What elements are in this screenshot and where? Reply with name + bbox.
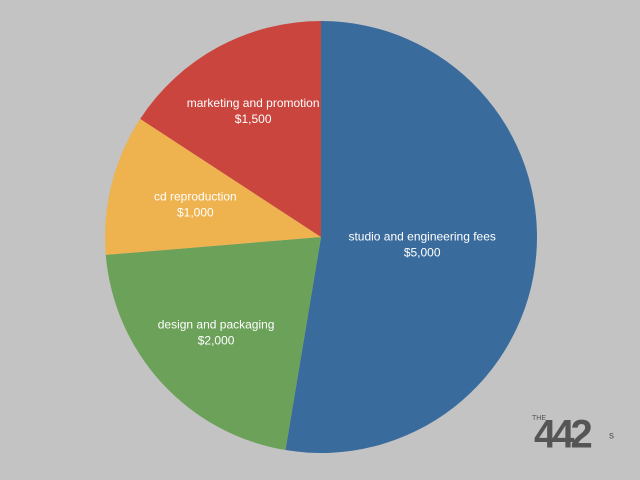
slice-label: marketing and promotion xyxy=(187,96,320,110)
slice-label: design and packaging xyxy=(158,318,275,332)
slice-label: studio and engineering fees xyxy=(348,230,495,244)
pie-slice xyxy=(140,20,321,237)
logo-prefix: THE xyxy=(532,415,546,422)
value-label: $1,000 xyxy=(177,205,214,219)
pie: studio and engineering fees $5,000 design … xyxy=(104,20,537,453)
logo: THE 442 s xyxy=(532,413,614,457)
slice-label: cd reproduction xyxy=(154,189,237,203)
logo-number: 442 xyxy=(534,413,591,457)
value-label: $2,000 xyxy=(198,334,235,348)
value-label: $1,500 xyxy=(235,112,272,126)
pie-slice xyxy=(105,237,321,451)
logo-suffix: s xyxy=(609,431,614,442)
pie-slice xyxy=(285,21,537,453)
pie-slice xyxy=(104,118,321,255)
value-label: $5,000 xyxy=(404,246,441,260)
